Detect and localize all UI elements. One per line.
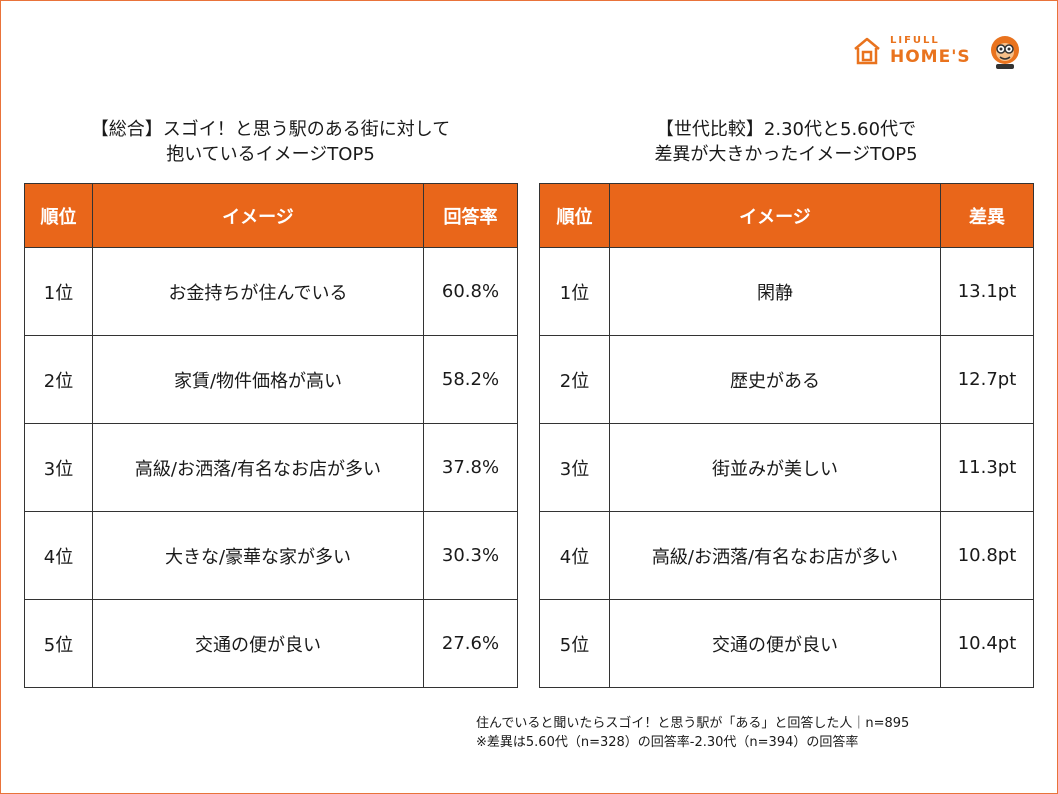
- image-cell: 交通の便が良い: [609, 599, 941, 688]
- table-row: 1位 お金持ちが住んでいる 60.8%: [24, 247, 518, 336]
- rank-cell: 2位: [24, 335, 93, 424]
- footnote-sample: 住んでいると聞いたらスゴイ！と思う駅が「ある」と回答した人｜n=895: [476, 716, 910, 731]
- overall-ranking-table: 順位 イメージ 回答率 1位 お金持ちが住んでいる 60.8% 2位 家賃/物件…: [24, 183, 518, 688]
- table-row: 2位 歴史がある 12.7pt: [539, 335, 1034, 424]
- table-header-row: 順位 イメージ 差異: [539, 183, 1034, 248]
- logo-line2: HOME'S: [890, 47, 971, 67]
- rank-cell: 5位: [24, 599, 93, 688]
- rank-cell: 5位: [539, 599, 610, 688]
- image-cell: 歴史がある: [609, 335, 941, 424]
- right-table-title: 【世代比較】2.30代と5.60代で 差異が大きかったイメージTOP5: [539, 117, 1033, 167]
- generation-comparison-table: 順位 イメージ 差異 1位 閑静 13.1pt 2位 歴史がある 12.7pt …: [539, 183, 1034, 688]
- right-title-line1: 【世代比較】2.30代と5.60代で: [655, 119, 917, 140]
- left-title-line2: 抱いているイメージTOP5: [166, 144, 375, 165]
- image-cell: 交通の便が良い: [92, 599, 424, 688]
- image-cell: 高級/お洒落/有名なお店が多い: [609, 511, 941, 600]
- house-icon: [854, 37, 880, 65]
- footnote-difference: ※差異は5.60代（n=328）の回答率-2.30代（n=394）の回答率: [476, 735, 859, 750]
- value-cell: 13.1pt: [940, 247, 1034, 336]
- table-row: 4位 大きな/豪華な家が多い 30.3%: [24, 511, 518, 600]
- value-cell: 10.8pt: [940, 511, 1034, 600]
- image-cell: 閑静: [609, 247, 941, 336]
- table-row: 5位 交通の便が良い 10.4pt: [539, 599, 1034, 688]
- value-cell: 60.8%: [423, 247, 518, 336]
- header-difference: 差異: [940, 183, 1034, 248]
- rank-cell: 3位: [539, 423, 610, 512]
- left-title-line1: 【総合】スゴイ！と思う駅のある街に対して: [90, 119, 451, 140]
- value-cell: 30.3%: [423, 511, 518, 600]
- rank-cell: 2位: [539, 335, 610, 424]
- image-cell: お金持ちが住んでいる: [92, 247, 424, 336]
- table-row: 3位 高級/お洒落/有名なお店が多い 37.8%: [24, 423, 518, 512]
- table-row: 4位 高級/お洒落/有名なお店が多い 10.8pt: [539, 511, 1034, 600]
- image-cell: 高級/お洒落/有名なお店が多い: [92, 423, 424, 512]
- rank-cell: 4位: [24, 511, 93, 600]
- header-response-rate: 回答率: [423, 183, 518, 248]
- table-header-row: 順位 イメージ 回答率: [24, 183, 518, 248]
- header-image: イメージ: [609, 183, 941, 248]
- value-cell: 10.4pt: [940, 599, 1034, 688]
- footnotes: 住んでいると聞いたらスゴイ！と思う駅が「ある」と回答した人｜n=895 ※差異は…: [476, 714, 909, 752]
- left-table-title: 【総合】スゴイ！と思う駅のある街に対して 抱いているイメージTOP5: [24, 117, 517, 167]
- value-cell: 11.3pt: [940, 423, 1034, 512]
- right-title-line2: 差異が大きかったイメージTOP5: [654, 144, 918, 165]
- table-row: 1位 閑静 13.1pt: [539, 247, 1034, 336]
- value-cell: 12.7pt: [940, 335, 1034, 424]
- image-cell: 家賃/物件価格が高い: [92, 335, 424, 424]
- table-row: 3位 街並みが美しい 11.3pt: [539, 423, 1034, 512]
- rank-cell: 4位: [539, 511, 610, 600]
- rank-cell: 1位: [539, 247, 610, 336]
- value-cell: 37.8%: [423, 423, 518, 512]
- rank-cell: 3位: [24, 423, 93, 512]
- lifull-homes-logo: LIFULL HOME'S: [852, 30, 1022, 76]
- header-image: イメージ: [92, 183, 424, 248]
- rank-cell: 1位: [24, 247, 93, 336]
- table-row: 5位 交通の便が良い 27.6%: [24, 599, 518, 688]
- table-row: 2位 家賃/物件価格が高い 58.2%: [24, 335, 518, 424]
- image-cell: 街並みが美しい: [609, 423, 941, 512]
- logo-line1: LIFULL: [890, 35, 940, 46]
- value-cell: 27.6%: [423, 599, 518, 688]
- image-cell: 大きな/豪華な家が多い: [92, 511, 424, 600]
- header-rank: 順位: [539, 183, 610, 248]
- header-rank: 順位: [24, 183, 93, 248]
- mascot-icon: [991, 36, 1019, 69]
- value-cell: 58.2%: [423, 335, 518, 424]
